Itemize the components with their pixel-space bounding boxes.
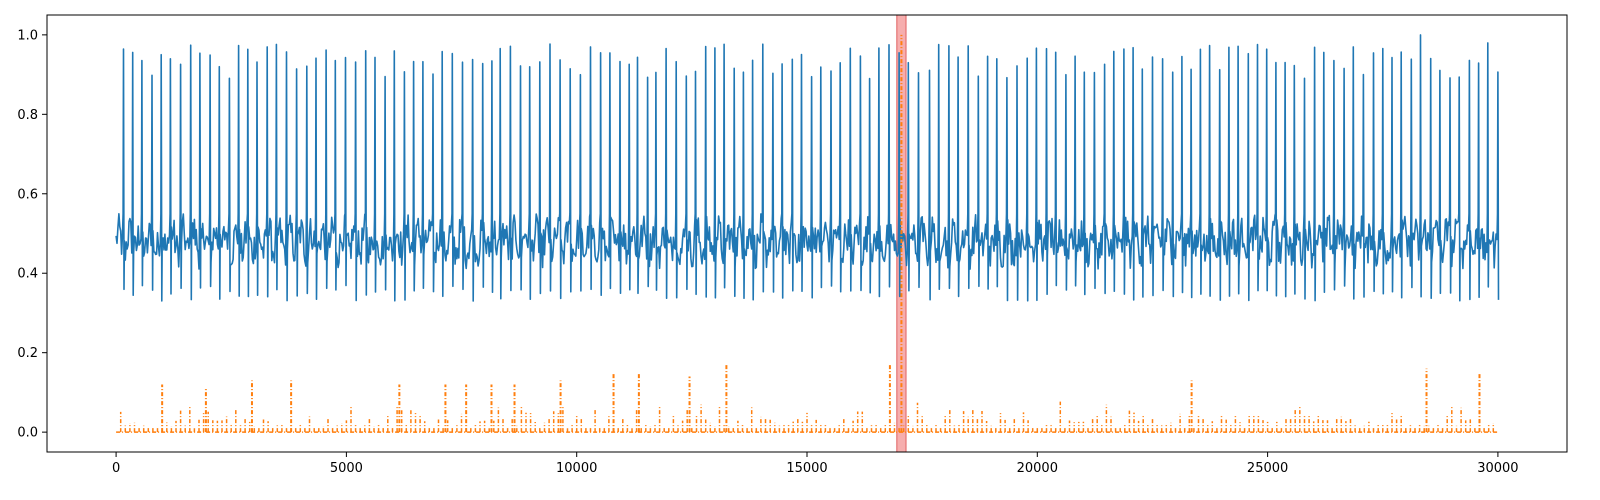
y-tick-label: 0.8	[17, 108, 38, 123]
x-tick-label: 15000	[786, 461, 827, 476]
y-tick-label: 0.6	[17, 187, 38, 202]
x-tick-label: 10000	[556, 461, 597, 476]
y-tick-label: 0.4	[17, 267, 38, 282]
x-axis-ticks: 0 5000 10000 15000 20000 25000 30000	[112, 452, 1519, 476]
y-tick-label: 0.2	[17, 346, 38, 361]
x-tick-label: 30000	[1477, 461, 1518, 476]
series-layer	[115, 34, 1500, 433]
x-tick-label: 20000	[1017, 461, 1058, 476]
y-tick-label: 0.0	[17, 426, 38, 441]
y-axis-ticks: 0.0 0.2 0.4 0.6 0.8 1.0	[17, 28, 47, 441]
x-tick-label: 0	[112, 461, 120, 476]
series-2-minor-spikes	[116, 401, 1498, 433]
y-tick-label: 1.0	[17, 28, 38, 43]
x-tick-label: 25000	[1247, 461, 1288, 476]
series-1-line	[115, 34, 1500, 302]
x-tick-label: 5000	[330, 461, 363, 476]
